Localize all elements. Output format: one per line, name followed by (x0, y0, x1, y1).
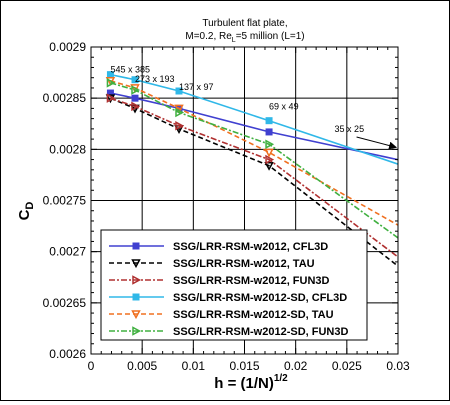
data-point-triangle (131, 310, 141, 320)
mesh-label: 69 x 49 (269, 101, 299, 111)
series-line (110, 82, 398, 239)
data-point-triangle (132, 275, 142, 285)
x-tick-label: 0.01 (182, 359, 206, 373)
data-point-triangle (106, 78, 116, 88)
x-tick-label: 0.03 (386, 359, 410, 373)
tick-marks (90, 46, 399, 355)
y-tick-label: 0.0028 (49, 142, 86, 156)
series-group (106, 78, 398, 239)
x-tick-label: 0 (88, 359, 95, 373)
y-tick-label: 0.0029 (49, 40, 86, 54)
series-group (106, 71, 398, 165)
data-point-square (265, 117, 273, 125)
chart-subtitle: M=0.2, ReL=5 million (L=1) (185, 31, 304, 44)
data-point-triangle (264, 148, 274, 158)
y-tick-label: 0.0027 (49, 245, 86, 259)
data-point-triangle (105, 77, 116, 86)
x-tick-label: 0.02 (284, 359, 308, 373)
mesh-arrow (356, 136, 398, 150)
legend-label: SSG/LRR-RSM-w2012-SD, CFL3D (173, 292, 347, 304)
series-line (110, 97, 398, 259)
data-point-triangle (175, 107, 185, 118)
data-point-triangle (174, 104, 184, 114)
y-tick-label: 0.00285 (43, 91, 87, 105)
data-point-triangle (131, 101, 141, 112)
series-line (110, 80, 398, 227)
legend-label: SSG/LRR-RSM-w2012, FUN3D (173, 275, 330, 287)
data-point-triangle (265, 154, 275, 165)
chart-title: Turbulent flat plate, (202, 18, 287, 29)
mesh-label: 137 x 97 (179, 82, 214, 92)
data-point-square (131, 76, 139, 84)
data-point-triangle (175, 121, 185, 131)
x-tick-label: 0.005 (127, 359, 157, 373)
y-axis-title: CD (16, 202, 36, 221)
series-group (105, 77, 398, 227)
data-point-triangle (132, 326, 142, 336)
data-point-triangle (106, 93, 116, 103)
y-tick-label: 0.00275 (43, 194, 87, 208)
x-tick-label: 0.025 (332, 359, 362, 373)
y-tick-label: 0.0026 (49, 347, 86, 361)
x-tick-label: 0.015 (229, 359, 259, 373)
data-point-triangle (131, 259, 141, 269)
legend-label: SSG/LRR-RSM-w2012-SD, TAU (173, 309, 334, 321)
mesh-label: 35 x 25 (335, 124, 365, 134)
data-point-square (131, 94, 139, 102)
series-line (110, 97, 398, 268)
series-layer (105, 71, 398, 268)
legend-label: SSG/LRR-RSM-w2012, CFL3D (173, 241, 328, 253)
data-point-triangle (264, 161, 274, 171)
data-point-square (132, 293, 140, 301)
y-tick-label: 0.00265 (43, 296, 87, 310)
data-point-square (132, 242, 140, 250)
tick-labels: 0 0.005 0.01 0.015 0.02 0.025 0.03 0.0026 0.0026… (43, 40, 410, 373)
legend-box (100, 229, 368, 341)
mesh-label: 545 x 385 (110, 65, 150, 75)
data-point-triangle (131, 85, 141, 95)
data-point-square (175, 87, 183, 95)
data-point-triangle (130, 84, 140, 94)
x-axis-title: h = (1/N)1/2 (214, 373, 288, 392)
legend-label: SSG/LRR-RSM-w2012-SD, FUN3D (173, 326, 348, 338)
legend: SSG/LRR-RSM-w2012, CFL3D SSG/LRR-RSM-w201… (100, 229, 368, 341)
data-point-square (265, 128, 273, 136)
data-point-triangle (265, 139, 275, 149)
series-group (106, 93, 398, 259)
series-line (110, 73, 398, 165)
mesh-label: 273 x 193 (135, 74, 175, 84)
legend-label: SSG/LRR-RSM-w2012, TAU (173, 258, 315, 270)
